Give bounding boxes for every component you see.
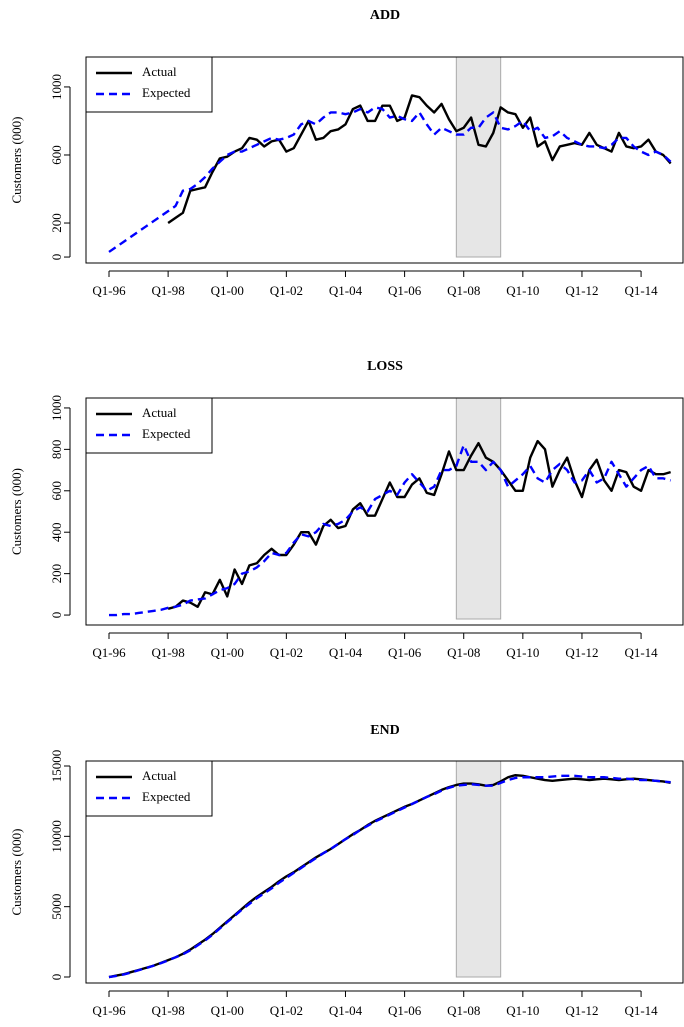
y-axis-label: Customers (000) bbox=[9, 116, 24, 203]
legend-label: Expected bbox=[142, 85, 191, 100]
x-tick-label: Q1-06 bbox=[388, 645, 422, 660]
x-tick-label: Q1-98 bbox=[152, 1003, 185, 1018]
x-tick-label: Q1-10 bbox=[506, 645, 539, 660]
x-tick-label: Q1-02 bbox=[270, 645, 303, 660]
y-tick-label: 1000 bbox=[49, 74, 64, 100]
y-tick-label: 15000 bbox=[49, 750, 64, 783]
panel: ADD 0 200 600 1000 Customers (000) Q1-96 Q1-98 Q… bbox=[9, 8, 684, 298]
series-line bbox=[167, 439, 671, 610]
x-tick-label: Q1-08 bbox=[447, 283, 480, 298]
legend-label: Actual bbox=[142, 64, 177, 79]
x-tick-label: Q1-08 bbox=[447, 1003, 480, 1018]
legend-label: Expected bbox=[142, 426, 191, 441]
x-tick-label: Q1-00 bbox=[211, 1003, 244, 1018]
x-tick-label: Q1-00 bbox=[211, 283, 244, 298]
x-tick-label: Q1-12 bbox=[565, 645, 598, 660]
series-line bbox=[108, 106, 672, 253]
y-tick-label: 1000 bbox=[49, 395, 64, 421]
x-tick-label: Q1-12 bbox=[565, 283, 598, 298]
legend-box bbox=[85, 56, 213, 113]
x-tick-label: Q1-04 bbox=[329, 645, 363, 660]
plot-frame bbox=[85, 760, 684, 984]
series-line bbox=[109, 444, 671, 617]
x-tick-label: Q1-00 bbox=[211, 645, 244, 660]
chart-title: END bbox=[370, 723, 400, 738]
highlight-band bbox=[455, 56, 502, 258]
y-tick-label: 200 bbox=[49, 564, 64, 584]
series-line bbox=[108, 774, 671, 979]
legend-box bbox=[85, 760, 213, 817]
x-tick-label: Q1-14 bbox=[624, 645, 658, 660]
x-tick-label: Q1-12 bbox=[565, 1003, 598, 1018]
legend: Actual Expected bbox=[85, 397, 213, 454]
legend-label: Actual bbox=[142, 405, 177, 420]
y-tick-label: 0 bbox=[49, 974, 64, 981]
highlight-band bbox=[455, 397, 502, 620]
y-axis-label: Customers (000) bbox=[9, 828, 24, 915]
y-tick-label: 600 bbox=[49, 481, 64, 501]
x-tick-label: Q1-96 bbox=[92, 283, 126, 298]
x-tick-label: Q1-10 bbox=[506, 1003, 539, 1018]
plot-frame bbox=[85, 397, 684, 626]
series-line bbox=[167, 94, 672, 225]
x-tick-label: Q1-14 bbox=[624, 283, 658, 298]
y-tick-label: 400 bbox=[49, 522, 64, 542]
legend: Actual Expected bbox=[85, 56, 213, 113]
panel: END 0 5000 10000 15000 Customers (000) Q1-96 Q1… bbox=[9, 723, 684, 1018]
plot-frame bbox=[85, 56, 684, 264]
x-tick-label: Q1-96 bbox=[92, 645, 126, 660]
legend-label: Actual bbox=[142, 768, 177, 783]
x-tick-label: Q1-98 bbox=[152, 645, 185, 660]
x-tick-label: Q1-10 bbox=[506, 283, 539, 298]
x-tick-label: Q1-14 bbox=[624, 1003, 658, 1018]
x-tick-label: Q1-06 bbox=[388, 1003, 422, 1018]
highlight-band bbox=[455, 760, 502, 978]
x-tick-label: Q1-96 bbox=[92, 1003, 126, 1018]
x-tick-label: Q1-08 bbox=[447, 645, 480, 660]
y-tick-label: 0 bbox=[49, 254, 64, 261]
y-tick-label: 600 bbox=[49, 145, 64, 165]
legend: Actual Expected bbox=[85, 760, 213, 817]
x-tick-label: Q1-02 bbox=[270, 283, 303, 298]
chart-title: LOSS bbox=[367, 359, 403, 374]
y-axis-label: Customers (000) bbox=[9, 468, 24, 555]
chart-title: ADD bbox=[370, 8, 400, 23]
y-tick-label: 5000 bbox=[49, 894, 64, 920]
x-tick-label: Q1-02 bbox=[270, 1003, 303, 1018]
x-tick-label: Q1-04 bbox=[329, 283, 363, 298]
x-tick-label: Q1-98 bbox=[152, 283, 185, 298]
panel: LOSS 0 200 400 600 800 1000 Customers (000) Q1-9… bbox=[9, 359, 684, 660]
x-tick-label: Q1-06 bbox=[388, 283, 422, 298]
y-tick-label: 200 bbox=[49, 213, 64, 233]
legend-box bbox=[85, 397, 213, 454]
y-tick-label: 800 bbox=[49, 440, 64, 460]
y-tick-label: 10000 bbox=[49, 820, 64, 853]
y-tick-label: 0 bbox=[49, 612, 64, 619]
x-tick-label: Q1-04 bbox=[329, 1003, 363, 1018]
legend-label: Expected bbox=[142, 789, 191, 804]
